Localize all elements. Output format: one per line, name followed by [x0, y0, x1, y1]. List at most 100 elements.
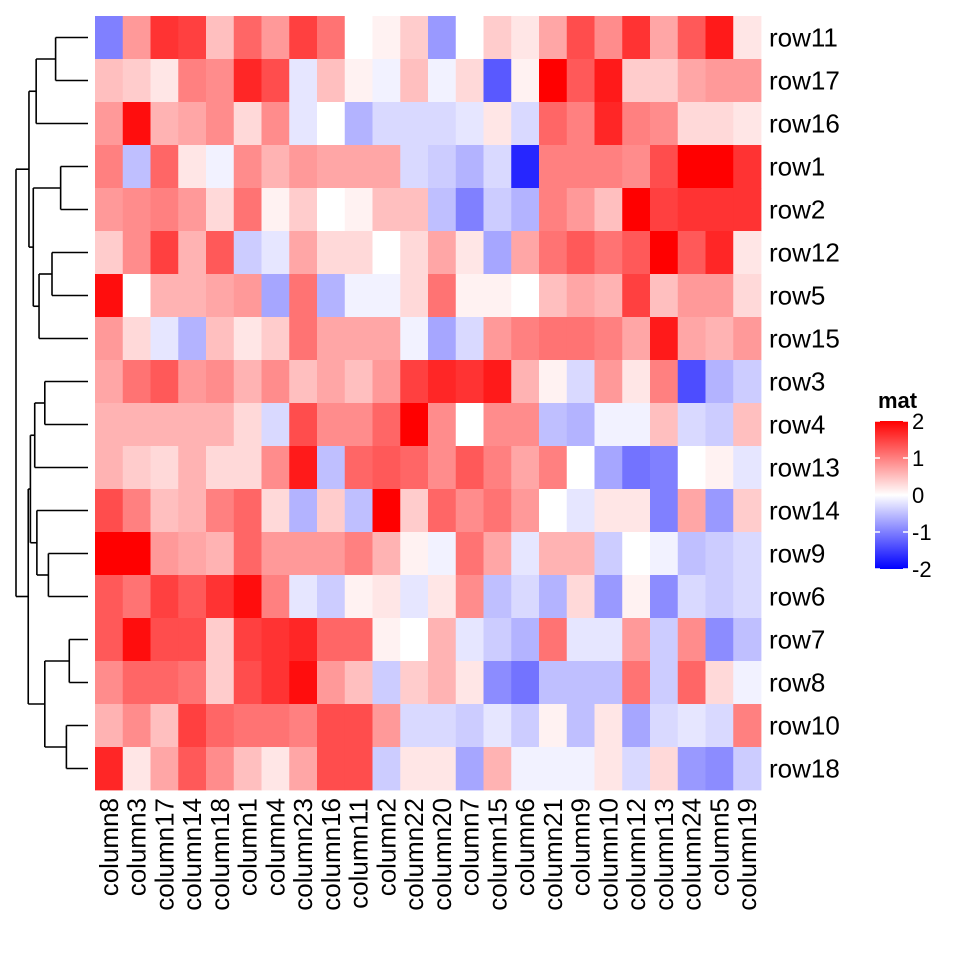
heatmap-cell: [178, 145, 207, 189]
heatmap-cell: [511, 102, 540, 146]
heatmap-cell: [233, 188, 262, 232]
heatmap-cell: [455, 274, 484, 318]
column-labels: column8column3column17column14column18co…: [94, 798, 762, 911]
heatmap-cell: [733, 16, 762, 60]
heatmap-cell: [372, 274, 401, 318]
heatmap-cell: [622, 16, 651, 60]
heatmap-cell: [511, 274, 540, 318]
heatmap-cell: [178, 446, 207, 490]
heatmap-cell: [455, 489, 484, 533]
heatmap-cell: [95, 317, 124, 361]
heatmap-cell: [677, 575, 706, 619]
heatmap-cell: [400, 360, 429, 404]
heatmap-cell: [317, 317, 346, 361]
heatmap-cell: [650, 145, 679, 189]
heatmap-cell: [677, 102, 706, 146]
heatmap-cell: [566, 575, 595, 619]
heatmap-cell: [705, 16, 734, 60]
heatmap-cell: [400, 618, 429, 662]
heatmap-cell: [233, 532, 262, 576]
heatmap-cell: [455, 16, 484, 60]
heatmap-cell: [372, 446, 401, 490]
row-label: row9: [769, 539, 825, 569]
row-label: row18: [769, 754, 840, 784]
heatmap-cell: [566, 618, 595, 662]
heatmap-cell: [372, 231, 401, 275]
heatmap-cell: [206, 575, 235, 619]
heatmap-cell: [150, 618, 179, 662]
heatmap-cell: [594, 317, 623, 361]
heatmap-cell: [566, 360, 595, 404]
heatmap-cell: [95, 446, 124, 490]
heatmap-cell: [677, 16, 706, 60]
legend-color-bar: [875, 421, 908, 569]
heatmap-cell: [372, 188, 401, 232]
heatmap-cell: [122, 618, 151, 662]
heatmap-cell: [178, 618, 207, 662]
heatmap-cell: [289, 489, 318, 533]
heatmap-cell: [677, 704, 706, 748]
heatmap-cell: [233, 403, 262, 447]
heatmap-cell: [705, 231, 734, 275]
heatmap-cell: [733, 317, 762, 361]
column-label: column16: [316, 798, 346, 911]
heatmap-cell: [650, 661, 679, 705]
heatmap-cell: [539, 704, 568, 748]
row-label: row10: [769, 711, 840, 741]
heatmap-cell: [428, 575, 457, 619]
legend-tick-label: 0: [912, 483, 924, 508]
heatmap-cell: [372, 661, 401, 705]
heatmap-cell: [733, 575, 762, 619]
heatmap-cell: [206, 403, 235, 447]
heatmap-cell: [317, 102, 346, 146]
heatmap-cell: [95, 188, 124, 232]
heatmap-cell: [400, 188, 429, 232]
row-label: row4: [769, 410, 825, 440]
heatmap-cell: [150, 59, 179, 103]
heatmap-cell: [400, 489, 429, 533]
heatmap-cells: [95, 16, 762, 791]
heatmap-cell: [317, 747, 346, 791]
heatmap-cell: [483, 145, 512, 189]
heatmap-cell: [178, 274, 207, 318]
heatmap-cell: [150, 532, 179, 576]
heatmap-cell: [261, 489, 290, 533]
column-label: column14: [177, 798, 207, 911]
heatmap-cell: [705, 704, 734, 748]
heatmap-cell: [705, 446, 734, 490]
heatmap-cell: [344, 618, 373, 662]
heatmap-cell: [233, 231, 262, 275]
heatmap-cell: [150, 231, 179, 275]
heatmap-cell: [622, 102, 651, 146]
heatmap-cell: [150, 704, 179, 748]
heatmap-cell: [650, 489, 679, 533]
heatmap-cell: [317, 532, 346, 576]
heatmap-cell: [372, 59, 401, 103]
heatmap-cell: [511, 145, 540, 189]
heatmap-cell: [289, 102, 318, 146]
heatmap-cell: [539, 446, 568, 490]
heatmap-cell: [650, 532, 679, 576]
heatmap-cell: [566, 16, 595, 60]
heatmap-cell: [289, 532, 318, 576]
column-label: column4: [260, 798, 290, 896]
heatmap-cell: [511, 317, 540, 361]
heatmap-cell: [733, 532, 762, 576]
heatmap-cell: [206, 618, 235, 662]
heatmap-cell: [150, 102, 179, 146]
heatmap-cell: [539, 102, 568, 146]
column-label: column21: [538, 798, 568, 911]
heatmap-cell: [428, 661, 457, 705]
heatmap-cell: [122, 403, 151, 447]
heatmap-cell: [566, 274, 595, 318]
heatmap-cell: [511, 231, 540, 275]
heatmap-cell: [733, 704, 762, 748]
heatmap-cell: [677, 145, 706, 189]
heatmap-cell: [206, 489, 235, 533]
heatmap-cell: [566, 532, 595, 576]
heatmap-cell: [178, 661, 207, 705]
heatmap-cell: [539, 317, 568, 361]
legend-tick-label: 1: [912, 446, 924, 471]
heatmap-cell: [289, 618, 318, 662]
heatmap-cell: [566, 661, 595, 705]
